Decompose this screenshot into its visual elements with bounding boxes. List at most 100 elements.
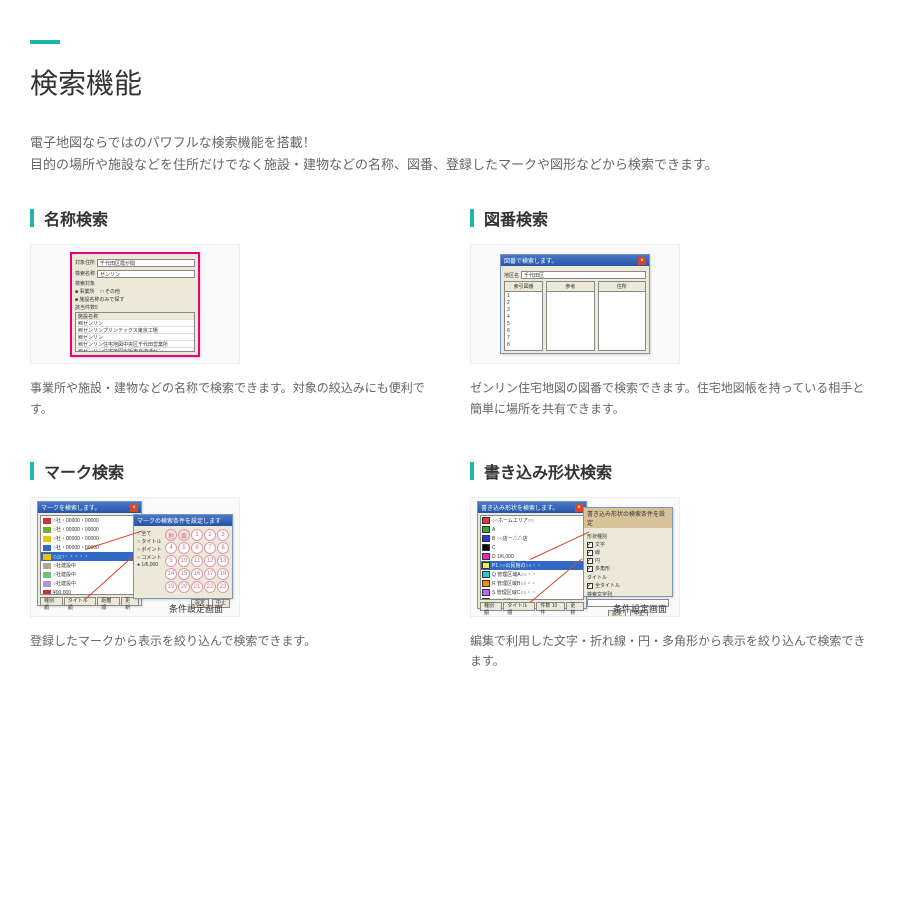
feature-title: 書き込み形状検索	[470, 459, 870, 483]
feature-title-text: マーク検索	[44, 459, 124, 483]
mark-row: ○社建設中	[41, 579, 138, 588]
num-cell: 8	[217, 542, 229, 554]
tab-btn: 種別順	[40, 597, 63, 606]
feature-title: マーク検索	[30, 459, 430, 483]
checkbox-row: 多角形	[587, 565, 669, 572]
close-icon: ×	[638, 257, 646, 265]
num-cell: 4	[165, 542, 177, 554]
color-swatch	[482, 580, 490, 587]
color-swatch	[482, 562, 490, 569]
feature-zuban-search: 図番検索 図番で検索します。 × 地区名千代田区 索引図番 12345678 参…	[470, 206, 870, 419]
color-swatch	[482, 535, 490, 542]
accent-bar	[30, 40, 60, 44]
num-cell: 番	[178, 529, 190, 541]
feature-thumbnail: 対象住所千代田区霞が関 検索名称ゼンリン 検索対象 ■ 事業所□ その他 ■ 施…	[30, 244, 240, 364]
num-cell: 12	[204, 555, 216, 567]
mini-titlebar: 図番で検索します。 ×	[501, 255, 649, 266]
intro-text: 電子地図ならではのパワフルな検索機能を搭載！ 目的の場所や施設などを住所だけでな…	[30, 132, 870, 176]
num-cell: 22	[204, 581, 216, 593]
radio-option: ○ コメント	[137, 554, 162, 561]
title-accent-bar	[470, 209, 474, 227]
feature-thumbnail: 図番で検索します。 × 地区名千代田区 索引図番 12345678 参考 住所	[470, 244, 680, 364]
mini-window-shape-conditions: 書き込み形状の検索条件を設定 形状種別 文字線円多角形 タイトル 全タイトル 検…	[583, 507, 673, 597]
close-icon: ×	[130, 504, 138, 512]
zuban-col-rows: 12345678	[505, 292, 542, 350]
num-cell: 10	[178, 555, 190, 567]
num-cell: 地	[165, 529, 177, 541]
tab-btn: 件数 10件	[536, 602, 565, 611]
checkbox-icon	[587, 542, 593, 548]
close-icon: ×	[575, 504, 583, 512]
color-row: S 管理区域C○○・・	[481, 588, 583, 597]
feature-desc: 事業所や施設・建物などの名称で検索できます。対象の絞込みにも便利です。	[30, 378, 430, 419]
feature-title-text: 書き込み形状検索	[484, 459, 612, 483]
checkbox-row: 文字	[587, 541, 669, 548]
feature-grid: 名称検索 対象住所千代田区霞が関 検索名称ゼンリン 検索対象 ■ 事業所□ その…	[30, 206, 870, 672]
feature-name-search: 名称検索 対象住所千代田区霞が関 検索名称ゼンリン 検索対象 ■ 事業所□ その…	[30, 206, 430, 419]
checkbox-row: 全タイトル	[587, 582, 669, 589]
checkbox-row: 円	[587, 557, 669, 564]
shape-bottom-tabs: 種別順タイトル順件数 10件更新	[480, 602, 584, 611]
color-swatch	[482, 553, 490, 560]
checkbox-icon	[587, 550, 593, 556]
mini-result-list: 施設名称 ㈱ゼンリン ㈱ゼンリンプリンテックス東京工場 ㈱ゼンリン ㈱ゼンリン住…	[75, 312, 195, 352]
color-row: C	[481, 543, 583, 552]
feature-shape-search: 書き込み形状検索 書き込み形状を検索します。× ○○ホームエリア○○AB ○○店…	[470, 459, 870, 672]
color-swatch	[482, 544, 490, 551]
feature-title: 名称検索	[30, 206, 430, 230]
feature-thumbnail: 書き込み形状を検索します。× ○○ホームエリア○○AB ○○店ー△△店CD 1/…	[470, 497, 680, 617]
title-accent-bar	[30, 462, 34, 480]
feature-title: 図番検索	[470, 206, 870, 230]
flag-icon	[43, 590, 51, 596]
num-cell: 19	[165, 581, 177, 593]
num-cell: 7	[204, 542, 216, 554]
num-cell: 23	[217, 581, 229, 593]
color-row: Q 管理区域A○○・・	[481, 570, 583, 579]
mark-row: ◇△□・・・・・	[41, 552, 138, 561]
sublabel: 条件設定画面	[613, 602, 667, 615]
intro-line-2: 目的の場所や施設などを住所だけでなく施設・建物などの名称、図番、登録したマークや…	[30, 154, 870, 176]
num-cell: 21	[191, 581, 203, 593]
mini-window-conditions: マークの検索条件を設定します ○ 全て○ タイトル○ ポイント○ コメント● 1…	[133, 514, 233, 599]
num-cell: 14	[165, 568, 177, 580]
feature-desc: 編集で利用した文字・折れ線・円・多角形から表示を絞り込んで検索できます。	[470, 631, 870, 672]
intro-line-1: 電子地図ならではのパワフルな検索機能を搭載！	[30, 132, 870, 154]
flag-icon	[43, 545, 51, 551]
radio-option: ○ ポイント	[137, 546, 162, 553]
color-swatch	[482, 526, 490, 533]
mini-window: 対象住所千代田区霞が関 検索名称ゼンリン 検索対象 ■ 事業所□ その他 ■ 施…	[70, 252, 200, 357]
feature-title-text: 名称検索	[44, 206, 108, 230]
feature-title-text: 図番検索	[484, 206, 548, 230]
color-swatch	[482, 517, 490, 524]
mini-window-shapes: 書き込み形状を検索します。× ○○ホームエリア○○AB ○○店ー△△店CD 1/…	[477, 501, 587, 609]
tab-btn: 種別順	[480, 602, 502, 611]
mark-row: ○社・00000・00000	[41, 516, 138, 525]
checkbox-row: 線	[587, 549, 669, 556]
radio-column: ○ 全て○ タイトル○ ポイント○ コメント● 1/6,000	[137, 529, 162, 593]
mark-bottom-tabs: 種別順タイトル順距離順更新	[40, 597, 139, 606]
num-cell: 20	[178, 581, 190, 593]
tab-btn: 距離順	[97, 597, 120, 606]
mini-window: 図番で検索します。 × 地区名千代田区 索引図番 12345678 参考 住所	[500, 254, 650, 354]
checkbox-group-1: 文字線円多角形	[587, 541, 669, 572]
num-cell: 17	[204, 568, 216, 580]
number-grid: 地番1234567891011121314151617181920212223	[165, 529, 229, 593]
flag-icon	[43, 518, 51, 524]
flag-icon	[43, 536, 51, 542]
color-swatch	[482, 598, 490, 600]
mark-row: ○社建設中	[41, 570, 138, 579]
num-cell: 13	[217, 555, 229, 567]
mini-window-marks: マークを検索します。× ○社・00000・00000○社・00000・00000…	[37, 501, 142, 606]
num-cell: 18	[217, 568, 229, 580]
tab-btn: タイトル順	[64, 597, 97, 606]
flag-icon	[43, 527, 51, 533]
num-cell: 15	[178, 568, 190, 580]
num-cell: 6	[191, 542, 203, 554]
color-row: R 管理区域B○○・・	[481, 579, 583, 588]
title-accent-bar	[30, 209, 34, 227]
flag-icon	[43, 554, 51, 560]
sublabel: 条件設定画面	[169, 602, 223, 615]
color-row: ○○ホームエリア○○	[481, 516, 583, 525]
tab-btn: タイトル順	[503, 602, 535, 611]
num-cell: 2	[204, 529, 216, 541]
